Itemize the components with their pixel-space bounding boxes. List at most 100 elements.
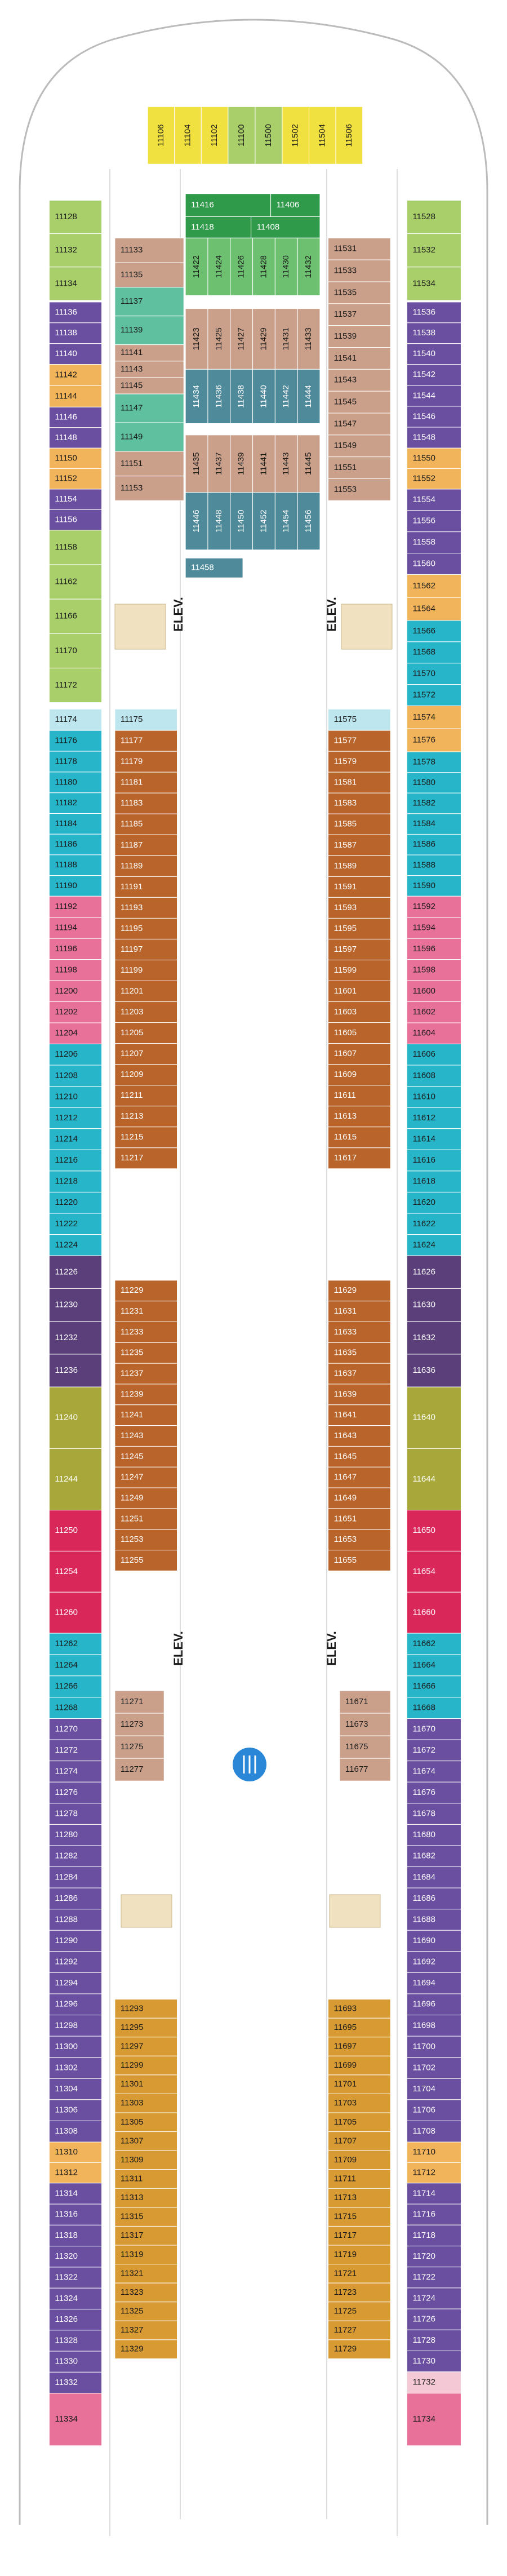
cabin-number: 11239 — [121, 1389, 144, 1399]
cabin-number: 11612 — [412, 1113, 435, 1123]
cabin-number: 11253 — [121, 1535, 144, 1544]
cabin-number: 11282 — [55, 1851, 78, 1861]
cabin — [406, 705, 461, 729]
cabin-number: 11327 — [121, 2325, 144, 2335]
cabin — [406, 1675, 461, 1698]
cabin — [48, 1866, 103, 1888]
cabin-number: 11660 — [412, 1608, 435, 1617]
cabin — [114, 361, 184, 378]
cabin — [406, 1149, 461, 1172]
cabin — [207, 492, 231, 551]
cabin-number: 11268 — [55, 1703, 78, 1713]
cabin — [114, 1758, 164, 1781]
cabin-number: 11180 — [55, 777, 77, 787]
cabin-number: 11702 — [412, 2063, 435, 2072]
cabin-number: 11664 — [412, 1660, 435, 1670]
cabin-number: 11321 — [121, 2268, 144, 2278]
cabin — [48, 1510, 103, 1551]
cabin-number: 11308 — [55, 2126, 78, 2136]
cabin-number: 11249 — [121, 1493, 144, 1502]
cabin-number: 11578 — [412, 757, 435, 766]
cabin-number: 11645 — [334, 1452, 357, 1461]
cabin — [48, 980, 103, 1003]
cabin — [328, 434, 391, 458]
cabin — [406, 1107, 461, 1129]
cabin-number: 11556 — [412, 516, 435, 526]
cabin-number: 11154 — [55, 494, 77, 504]
cabin — [328, 2037, 391, 2056]
cabin-number: 11591 — [334, 882, 357, 892]
cabin — [406, 875, 461, 897]
cabin — [48, 1234, 103, 1256]
cabin — [406, 1824, 461, 1846]
cabin-number: 11558 — [412, 538, 435, 547]
cabin-number: 11264 — [55, 1660, 78, 1670]
cabin-number: 11588 — [412, 860, 435, 870]
cabin-number: 11598 — [412, 965, 435, 974]
cabin — [114, 1043, 178, 1065]
cabin-number: 11196 — [55, 944, 77, 954]
cabin-number: 11650 — [412, 1526, 435, 1535]
cabin-number: 11430 — [281, 255, 291, 278]
cabin — [406, 1654, 461, 1677]
cabin — [114, 2302, 178, 2321]
cabin — [406, 1761, 461, 1783]
cabin-number: 11714 — [412, 2188, 435, 2198]
cabin-number: 11310 — [55, 2147, 78, 2157]
stairs — [341, 604, 393, 650]
cabin — [328, 2245, 391, 2265]
cabin-number: 11607 — [334, 1049, 357, 1058]
cabin-number: 11292 — [55, 1957, 78, 1967]
cabin-number: 11245 — [121, 1452, 144, 1461]
cabin-number: 11290 — [55, 1936, 78, 1945]
cabin-number: 11715 — [334, 2212, 357, 2222]
cabin-number: 11218 — [55, 1177, 78, 1186]
cabin-number: 11618 — [412, 1177, 435, 1186]
cabin-number: 11316 — [55, 2210, 78, 2219]
cabin-number: 11284 — [55, 1872, 78, 1882]
cabin-number: 11728 — [412, 2335, 435, 2345]
cabin-number: 11626 — [412, 1267, 435, 1276]
cabin — [252, 237, 275, 296]
cabin — [251, 216, 321, 238]
cabin — [406, 343, 461, 365]
cabin-number: 11653 — [334, 1535, 357, 1544]
cabin — [328, 792, 391, 814]
cabin-number: 11577 — [334, 736, 357, 746]
cabin — [48, 1107, 103, 1129]
cabin-number: 11711 — [334, 2174, 357, 2183]
cabin-number: 11134 — [55, 278, 77, 288]
cabin-number: 11684 — [412, 1872, 435, 1882]
cabin-number: 11174 — [55, 715, 77, 724]
stairs — [114, 604, 166, 650]
cabin-number: 11133 — [121, 245, 143, 255]
cabin — [406, 385, 461, 407]
cabin-number: 11275 — [121, 1742, 144, 1752]
cabin — [114, 1321, 178, 1343]
cabin — [274, 308, 298, 370]
cabin-number: 11548 — [412, 433, 435, 442]
cabin — [328, 751, 391, 773]
cabin-number: 11620 — [412, 1198, 435, 1207]
cabin — [48, 1824, 103, 1846]
cabin — [328, 876, 391, 898]
cabin-number: 11232 — [55, 1333, 78, 1342]
cabin — [114, 1384, 178, 1406]
cabin-number: 11641 — [334, 1410, 357, 1420]
cabin — [114, 422, 184, 452]
cabin — [48, 364, 103, 386]
cabin — [339, 1735, 391, 1759]
cabin — [230, 237, 254, 296]
cabin-number: 11535 — [334, 287, 357, 297]
cabin-number: 11611 — [334, 1090, 357, 1100]
cabin — [48, 489, 103, 510]
cabin-number: 11313 — [121, 2193, 144, 2202]
cabin — [328, 2074, 391, 2094]
cabin-number: 11162 — [55, 577, 77, 586]
cabin — [114, 2074, 178, 2094]
cabin-number: 11566 — [412, 626, 435, 636]
cabin-number: 11210 — [55, 1092, 78, 1101]
cabin — [48, 302, 103, 323]
cabin — [406, 1803, 461, 1825]
cabin-number: 11710 — [412, 2147, 435, 2157]
